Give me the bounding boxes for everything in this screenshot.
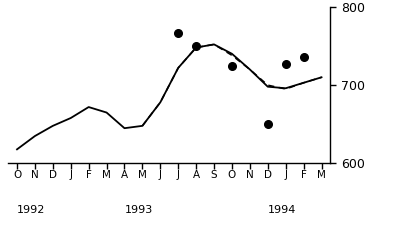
Text: 1992: 1992: [17, 205, 46, 215]
Text: 1993: 1993: [125, 205, 153, 215]
Text: 1994: 1994: [268, 205, 296, 215]
